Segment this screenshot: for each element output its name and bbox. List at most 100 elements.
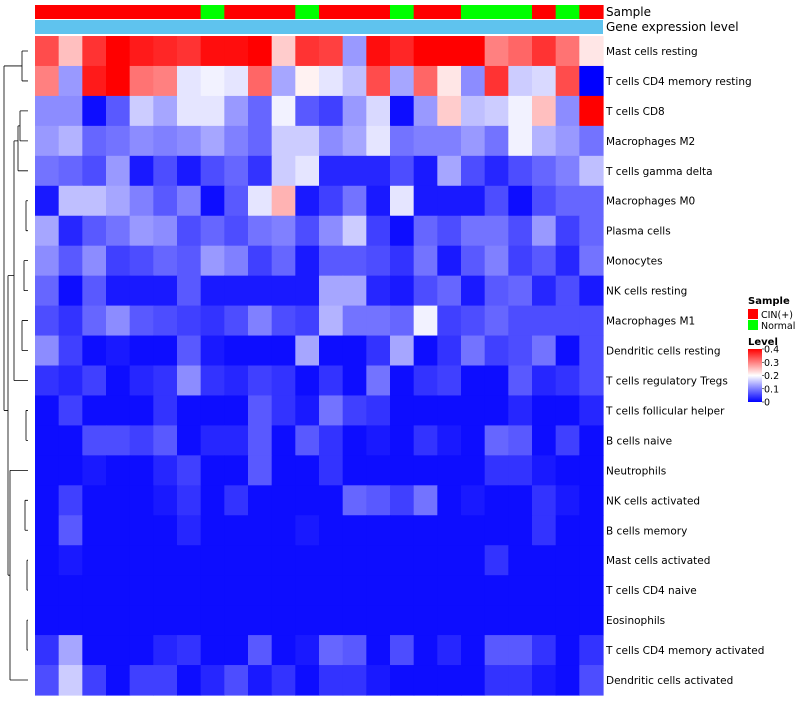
heatmap-cell xyxy=(35,125,60,157)
heatmap-cell xyxy=(461,215,486,247)
heatmap-cell xyxy=(106,335,131,367)
heatmap-cell xyxy=(579,185,604,217)
heatmap-cell xyxy=(82,665,107,696)
heatmap-cell xyxy=(437,575,462,606)
sample-annotation-cell xyxy=(319,5,344,19)
heatmap-cell xyxy=(555,665,580,696)
heatmap-cell xyxy=(153,335,178,367)
heatmap-cell xyxy=(508,635,533,666)
heatmap-cell xyxy=(153,185,178,217)
heatmap-cell xyxy=(508,365,533,397)
heatmap-cell xyxy=(319,305,344,337)
heatmap-cell xyxy=(413,305,438,337)
heatmap-cell xyxy=(390,305,415,337)
heatmap-cell xyxy=(437,185,462,217)
heatmap-cell xyxy=(129,635,154,666)
heatmap-cell xyxy=(248,185,273,217)
heatmap-cell xyxy=(579,515,604,546)
heatmap-cell xyxy=(129,275,154,307)
heatmap-cell xyxy=(271,185,296,217)
heatmap-cell xyxy=(153,485,178,516)
heatmap-cell xyxy=(177,275,202,307)
heatmap-cell xyxy=(248,485,273,516)
sample-annotation-cell xyxy=(248,5,273,19)
heatmap-cell xyxy=(177,305,202,337)
sample-annotation-cell xyxy=(177,5,202,19)
heatmap-cell xyxy=(177,365,202,397)
heatmap-cell xyxy=(555,125,580,157)
heatmap-cell xyxy=(366,365,391,397)
heatmap-cell xyxy=(58,305,83,337)
heatmap-cell xyxy=(390,425,415,456)
heatmap-cell xyxy=(224,245,249,277)
heatmap-cell xyxy=(508,155,533,187)
heatmap-cell xyxy=(129,95,154,127)
heatmap-cell xyxy=(295,125,320,157)
heatmap-cell xyxy=(153,605,178,636)
heatmap-cell xyxy=(295,545,320,576)
heatmap-cell xyxy=(461,575,486,606)
heatmap-cell xyxy=(35,545,60,576)
heatmap-cell xyxy=(366,185,391,217)
heatmap-cell xyxy=(35,485,60,516)
row-label: Dendritic cells resting xyxy=(606,346,721,358)
heatmap-cell xyxy=(200,95,225,127)
heatmap-cell xyxy=(35,185,60,217)
heatmap-cell xyxy=(129,575,154,606)
heatmap-cell xyxy=(200,395,225,426)
heatmap-cell xyxy=(248,215,273,247)
level-colorbar xyxy=(748,349,762,402)
heatmap-cell xyxy=(35,515,60,546)
heatmap-cell xyxy=(390,185,415,217)
heatmap-cell xyxy=(106,65,131,97)
heatmap-cell xyxy=(153,275,178,307)
heatmap-cell xyxy=(413,605,438,636)
heatmap-cell xyxy=(319,395,344,426)
heatmap-cell xyxy=(579,125,604,157)
heatmap-cell xyxy=(129,245,154,277)
heatmap-cell xyxy=(248,605,273,636)
heatmap-cell xyxy=(579,395,604,426)
heatmap-cell xyxy=(224,36,249,67)
heatmap-cell xyxy=(200,245,225,277)
heatmap-cell xyxy=(413,635,438,666)
heatmap-cell xyxy=(35,95,60,127)
heatmap-cell xyxy=(106,515,131,546)
heatmap-cell xyxy=(177,335,202,367)
heatmap-cell xyxy=(342,335,367,367)
heatmap-cell xyxy=(461,335,486,367)
heatmap-cell xyxy=(437,305,462,337)
heatmap-cell xyxy=(366,305,391,337)
heatmap-cell xyxy=(342,185,367,217)
heatmap-cell xyxy=(106,485,131,516)
heatmap-cell xyxy=(342,455,367,486)
heatmap-cell xyxy=(295,65,320,97)
heatmap-cell xyxy=(532,65,557,97)
heatmap-cell xyxy=(484,305,509,337)
heatmap-cell xyxy=(248,155,273,187)
heatmap-cell xyxy=(295,485,320,516)
heatmap-cell xyxy=(295,185,320,217)
heatmap-cell xyxy=(390,605,415,636)
heatmap-cell xyxy=(200,36,225,67)
heatmap-cell xyxy=(271,515,296,546)
heatmap-cell xyxy=(200,185,225,217)
heatmap-cell xyxy=(366,95,391,127)
heatmap-cell xyxy=(82,305,107,337)
heatmap-cell xyxy=(366,275,391,307)
heatmap-cell xyxy=(579,305,604,337)
heatmap-cell xyxy=(200,305,225,337)
heatmap-cell xyxy=(461,305,486,337)
heatmap-cell xyxy=(461,185,486,217)
heatmap-cell xyxy=(177,65,202,97)
row-label: T cells follicular helper xyxy=(605,405,725,417)
level-tick-label: 0 xyxy=(764,398,770,409)
heatmap-cell xyxy=(532,605,557,636)
heatmap-cell xyxy=(437,395,462,426)
heatmap-cell xyxy=(390,665,415,696)
heatmap-cell xyxy=(295,455,320,486)
heatmap-cell xyxy=(82,605,107,636)
heatmap-cell xyxy=(319,335,344,367)
heatmap-cell xyxy=(508,395,533,426)
heatmap-cell xyxy=(200,635,225,666)
